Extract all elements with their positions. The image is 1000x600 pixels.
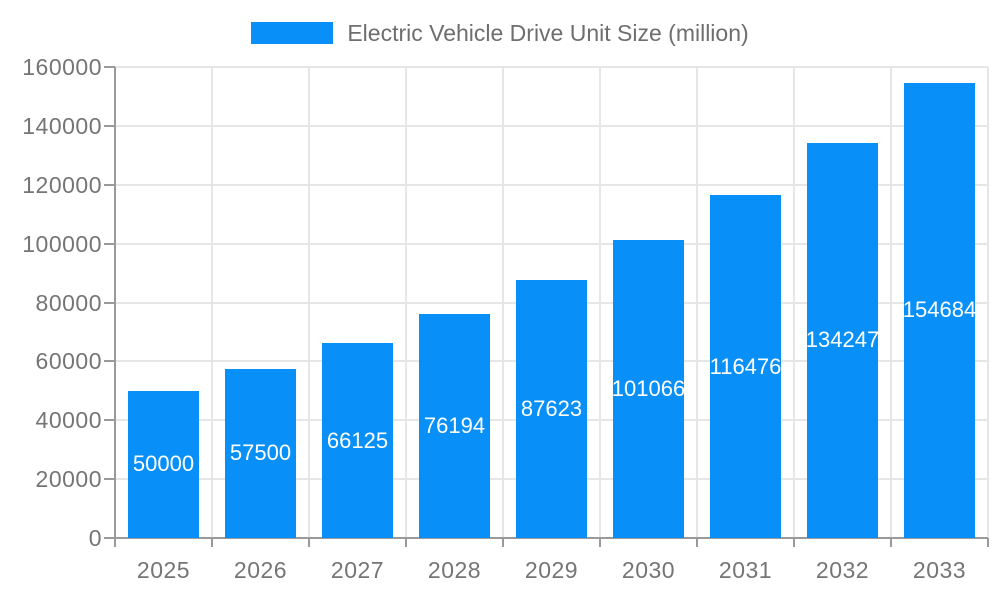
x-axis-label: 2027: [330, 557, 385, 583]
y-gridline: [115, 66, 988, 68]
y-axis-label: 140000: [22, 112, 102, 139]
y-axis-label: 120000: [22, 171, 102, 198]
bar-value-label: 76194: [423, 412, 486, 438]
x-axis-label: 2025: [136, 557, 191, 583]
y-axis-tick: [104, 66, 115, 68]
x-axis-label: 2028: [427, 557, 482, 583]
bar-value-label: 57500: [229, 440, 292, 466]
bar-value-label: 66125: [326, 427, 389, 453]
y-axis-tick: [104, 124, 115, 127]
y-axis-label: 40000: [35, 407, 102, 434]
bar-2025: [128, 390, 199, 538]
x-gridline: [405, 67, 407, 538]
x-axis-tick: [405, 538, 407, 547]
y-axis-label: 100000: [22, 230, 102, 257]
x-axis-tick: [599, 538, 601, 547]
y-axis-tick: [104, 478, 115, 481]
y-axis-tick: [104, 242, 115, 245]
y-gridline: [115, 242, 988, 245]
bar-2029: [516, 280, 587, 538]
y-axis-label: 60000: [35, 348, 102, 375]
bar-value-label: 87623: [520, 396, 583, 422]
bar-2030: [613, 240, 684, 538]
legend-label: Electric Vehicle Drive Unit Size (millio…: [347, 19, 749, 46]
x-axis-baseline: [115, 537, 988, 539]
y-axis-label: 160000: [22, 54, 102, 80]
y-axis-label: 0: [88, 525, 102, 551]
x-axis-label: 2029: [524, 557, 579, 583]
x-axis-label: 2033: [912, 557, 967, 583]
x-axis-label: 2030: [621, 557, 676, 583]
x-axis-tick: [696, 538, 698, 547]
x-axis-tick: [890, 538, 892, 547]
x-axis-label: 2032: [815, 557, 870, 583]
x-axis-tick: [987, 538, 989, 547]
x-gridline: [599, 67, 601, 538]
x-axis-tick: [308, 538, 310, 547]
x-axis-label: 2031: [718, 557, 773, 583]
x-axis-tick: [114, 538, 116, 547]
bar-value-label: 134247: [805, 327, 880, 353]
y-axis-label: 20000: [35, 466, 102, 493]
bar-value-label: 154684: [902, 297, 977, 323]
x-gridline: [890, 67, 892, 538]
bar-2027: [322, 343, 393, 538]
x-axis-tick: [211, 538, 213, 547]
x-gridline: [502, 67, 504, 538]
x-gridline: [793, 67, 795, 538]
x-gridline: [987, 67, 989, 538]
y-axis-line: [114, 67, 116, 540]
bar-value-label: 101066: [611, 376, 686, 402]
bar-value-label: 50000: [132, 451, 195, 477]
legend-swatch: [251, 22, 334, 44]
bar-2026: [225, 368, 296, 538]
x-gridline: [211, 67, 213, 538]
bar-2033: [904, 82, 975, 538]
y-axis-tick: [104, 537, 115, 539]
y-axis-tick: [104, 301, 115, 304]
y-axis-tick: [104, 419, 115, 422]
bar-value-label: 116476: [709, 353, 782, 379]
bar-2031: [710, 195, 781, 538]
y-axis-label: 80000: [35, 289, 102, 316]
y-gridline: [115, 124, 988, 127]
y-axis-tick: [104, 183, 115, 186]
x-gridline: [308, 67, 310, 538]
y-axis-tick: [104, 360, 115, 363]
bar-2032: [807, 142, 878, 538]
y-gridline: [115, 183, 988, 186]
x-gridline: [696, 67, 698, 538]
x-axis-tick: [793, 538, 795, 547]
x-axis-tick: [502, 538, 504, 547]
bar-2028: [419, 313, 490, 538]
x-axis-label: 2026: [233, 557, 288, 583]
chart-legend[interactable]: Electric Vehicle Drive Unit Size (millio…: [0, 18, 1000, 48]
